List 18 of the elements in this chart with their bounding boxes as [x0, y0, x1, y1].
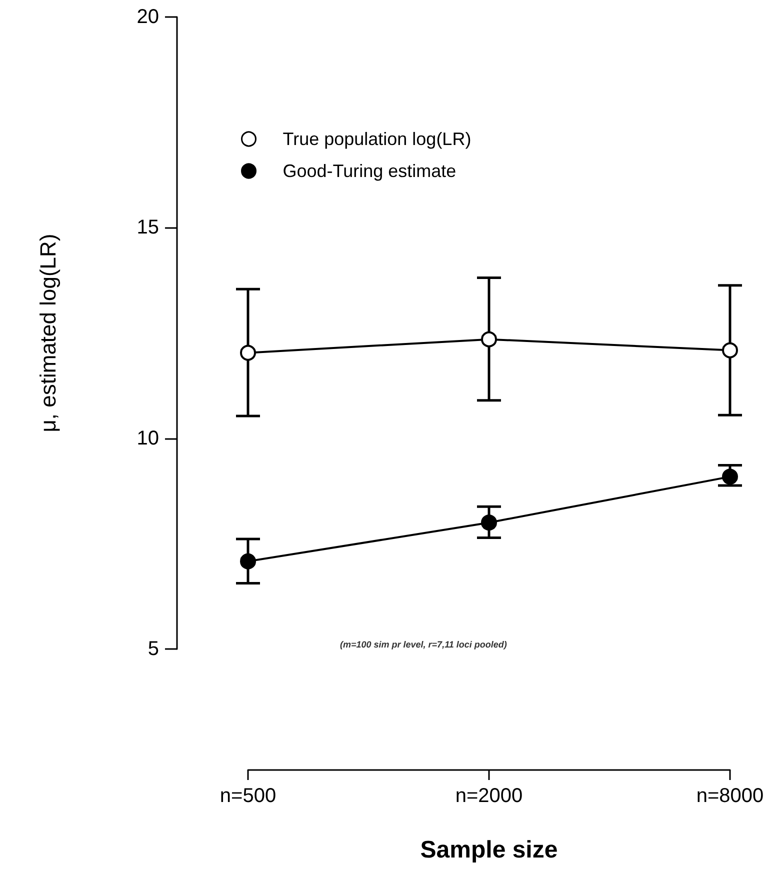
x-tick-label: n=500	[220, 785, 276, 807]
x-tick-label: n=8000	[696, 785, 764, 807]
legend-label: Good-Turing estimate	[282, 161, 456, 181]
y-tick-label: 20	[136, 6, 159, 28]
x-axis-title: Sample size	[420, 836, 558, 864]
y-tick-label: 15	[136, 216, 159, 239]
legend-label: True population log(LR)	[282, 129, 472, 149]
y-tick-label: 5	[148, 638, 159, 660]
annotation: (m=100 sim pr level, r=7,11 loci pooled)	[340, 640, 507, 650]
point	[722, 468, 738, 485]
x-tick-label: n=2000	[455, 785, 523, 807]
point	[481, 514, 497, 531]
point	[481, 331, 497, 348]
point	[240, 344, 256, 361]
point	[240, 553, 256, 570]
y-axis-title: μ, estimated log(LR)	[36, 234, 60, 432]
y-tick-label: 10	[136, 427, 159, 450]
point	[722, 342, 738, 358]
